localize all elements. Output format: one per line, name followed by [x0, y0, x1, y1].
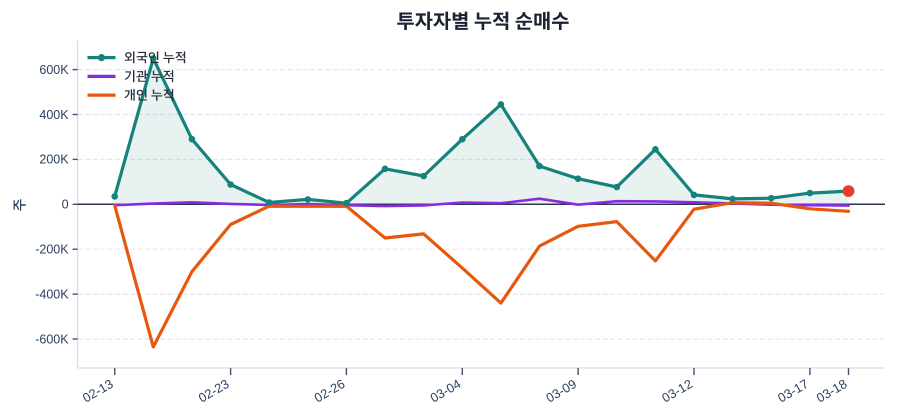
svg-text:0: 0: [62, 198, 69, 212]
svg-text:-200K: -200K: [35, 243, 69, 257]
svg-text:600K: 600K: [39, 63, 69, 77]
svg-text:400K: 400K: [39, 108, 69, 122]
svg-text:-600K: -600K: [35, 332, 69, 346]
svg-text:200K: 200K: [39, 153, 69, 167]
svg-text:-400K: -400K: [35, 287, 69, 301]
